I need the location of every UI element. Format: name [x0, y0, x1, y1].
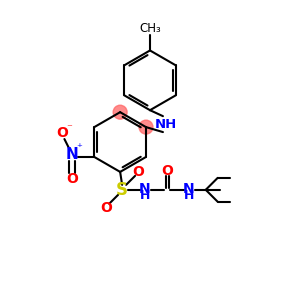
- Text: O: O: [66, 172, 78, 186]
- Circle shape: [139, 120, 153, 134]
- Text: H: H: [184, 189, 194, 202]
- Text: O: O: [161, 164, 173, 178]
- Text: H: H: [140, 189, 150, 202]
- Text: ⁺: ⁺: [76, 143, 82, 153]
- Text: NH: NH: [155, 118, 177, 130]
- Circle shape: [113, 105, 127, 119]
- Text: N: N: [183, 182, 195, 196]
- Text: O: O: [100, 201, 112, 215]
- Text: O: O: [56, 126, 68, 140]
- Text: N: N: [66, 148, 79, 163]
- Text: CH₃: CH₃: [139, 22, 161, 35]
- Text: O: O: [132, 165, 144, 179]
- Text: N: N: [139, 182, 151, 196]
- Text: ⁻: ⁻: [67, 123, 72, 133]
- Text: S: S: [116, 181, 128, 199]
